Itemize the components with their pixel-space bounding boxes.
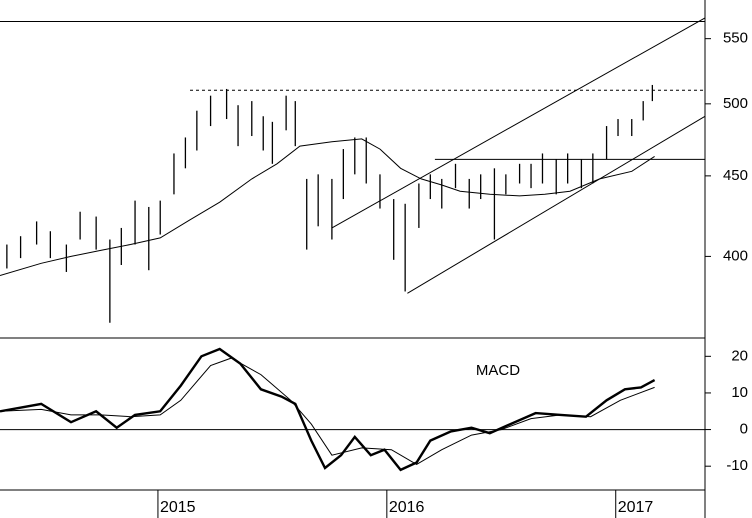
macd-label: MACD [476, 362, 520, 379]
y-tick-label: 450 [723, 167, 748, 184]
macd-line [0, 357, 655, 465]
trendline [407, 115, 706, 294]
y-tick-label: 500 [723, 95, 748, 112]
x-tick-label: 2016 [389, 499, 425, 516]
macd-line [0, 347, 656, 472]
y-tick-label: 550 [723, 30, 748, 47]
y-tick-label: 400 [723, 247, 748, 264]
y-tick-label: -10 [726, 457, 748, 474]
x-tick-label: 2015 [160, 499, 196, 516]
x-tick-label: 2017 [618, 499, 654, 516]
y-tick-label: 0 [740, 421, 748, 438]
y-tick-label: 20 [731, 347, 748, 364]
y-tick-label: 10 [731, 384, 748, 401]
moving-average [0, 138, 655, 276]
trendline [331, 17, 706, 229]
